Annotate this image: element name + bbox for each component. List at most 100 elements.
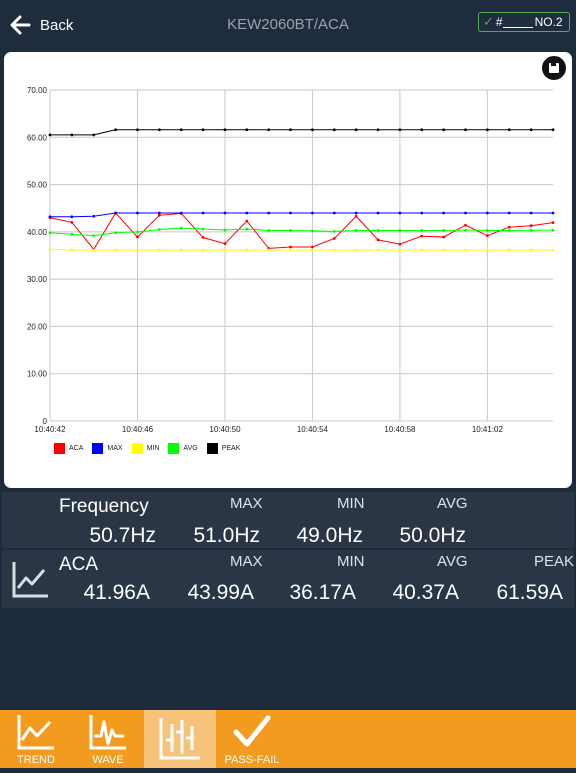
data-point-aca <box>136 235 139 239</box>
aca-max: 43.99A <box>187 581 254 604</box>
data-point-min <box>420 248 424 252</box>
trend-icon <box>17 715 54 750</box>
meter-button[interactable] <box>144 710 216 768</box>
aca-peak: 61.59A <box>496 581 563 604</box>
data-point-aca <box>376 238 380 242</box>
series-line-peak <box>50 129 553 136</box>
data-point-avg <box>464 228 467 232</box>
legend-swatch <box>168 442 180 454</box>
frequency-min-caption: MIN <box>337 495 365 512</box>
save-icon[interactable] <box>542 56 566 80</box>
data-point-peak <box>70 133 74 137</box>
data-point-aca <box>223 242 227 246</box>
pass-fail-button[interactable]: PASS-FAIL <box>216 710 288 768</box>
data-point-peak <box>157 128 161 132</box>
aca-panel: ACA MAX MIN AVG PEAK 41.96A 43.99A 36.17… <box>2 550 574 608</box>
data-point-min <box>464 248 467 252</box>
series-line-min <box>49 248 553 251</box>
aca-value: 41.96A <box>83 581 150 604</box>
data-point-peak <box>114 128 118 132</box>
data-point-max <box>157 211 161 215</box>
trend-chart: 0 10.00 20.00 30.00 40.00 50.00 60.00 70.00 10:4… <box>27 86 555 434</box>
header: Back KEW2060BT/ACA ✓ # NO.2 <box>0 0 576 50</box>
wave-button[interactable]: WAVE <box>72 710 144 768</box>
chart-card: 0 10.00 20.00 30.00 40.00 50.00 60.00 70.00 10:4… <box>4 52 572 488</box>
back-button[interactable]: Back <box>8 12 73 38</box>
data-point-avg <box>136 230 139 234</box>
data-point-avg <box>201 227 205 231</box>
data-point-aca <box>311 245 314 249</box>
check-icon: ✓ <box>483 14 494 29</box>
data-point-aca <box>507 225 511 229</box>
data-point-max <box>92 214 96 218</box>
data-point-max <box>529 211 533 215</box>
data-point-min <box>201 248 205 252</box>
data-point-peak <box>179 128 183 132</box>
data-point-avg <box>485 229 489 232</box>
data-point-max <box>223 211 227 215</box>
data-point-max <box>420 211 424 215</box>
data-point-max <box>179 211 183 215</box>
x-tick-label: 10:40:54 <box>297 425 329 434</box>
data-point-min <box>442 248 446 252</box>
data-point-aca <box>398 242 402 246</box>
data-point-min <box>485 248 489 252</box>
aca-peak-caption: PEAK <box>534 553 575 570</box>
x-tick-label: 10:40:58 <box>384 425 416 434</box>
data-point-avg <box>114 231 118 235</box>
checkmark-icon <box>233 715 271 747</box>
pass-fail-label: PASS-FAIL <box>224 754 280 766</box>
data-point-max <box>442 211 446 215</box>
data-point-aca <box>332 237 336 240</box>
data-point-aca <box>529 224 533 228</box>
data-point-min <box>114 248 118 252</box>
data-point-avg <box>311 229 314 233</box>
data-point-avg <box>289 229 292 232</box>
data-point-peak <box>529 128 533 132</box>
data-point-avg <box>354 229 358 232</box>
data-point-max <box>114 211 118 215</box>
legend-label: MAX <box>107 444 123 452</box>
y-tick-label: 0 <box>43 417 48 426</box>
data-point-peak <box>442 128 446 132</box>
y-tick-label: 60.00 <box>27 133 48 142</box>
data-point-peak <box>223 128 227 132</box>
data-point-min <box>551 248 555 252</box>
data-point-peak <box>332 128 336 132</box>
data-point-min <box>267 248 271 252</box>
x-tick-label: 10:41:02 <box>472 425 504 434</box>
frequency-min: 49.0Hz <box>296 524 363 547</box>
data-point-avg <box>245 227 249 231</box>
data-point-avg <box>398 229 402 232</box>
trend-line-icon <box>12 562 48 598</box>
data-point-avg <box>70 232 74 236</box>
data-point-peak <box>92 133 96 137</box>
data-point-avg <box>223 228 227 232</box>
data-point-avg <box>157 228 161 231</box>
data-point-max <box>245 211 249 215</box>
series-line-max <box>50 212 553 218</box>
device-badge[interactable]: ✓ # NO.2 <box>478 12 570 32</box>
trend-button[interactable]: TREND <box>0 710 72 768</box>
data-point-peak <box>245 128 249 132</box>
y-tick-label: 10.00 <box>27 370 48 379</box>
data-point-min <box>179 248 183 252</box>
legend-item-avg: AVG <box>168 442 198 454</box>
data-point-avg <box>442 229 446 232</box>
aca-avg: 40.37A <box>392 581 459 604</box>
frequency-label: Frequency <box>59 496 149 517</box>
data-point-avg <box>332 229 336 233</box>
trend-label: TREND <box>17 754 55 766</box>
data-point-min <box>157 248 161 252</box>
legend-label: AVG <box>183 444 198 452</box>
data-point-peak <box>311 128 314 132</box>
x-tick-label: 10:40:50 <box>209 425 241 434</box>
data-point-aca <box>245 219 249 223</box>
data-point-avg <box>48 231 52 235</box>
y-tick-label: 50.00 <box>27 181 48 190</box>
frequency-value: 50.7Hz <box>89 524 156 547</box>
data-point-max <box>398 211 402 215</box>
y-tick-label: 30.00 <box>27 275 48 284</box>
data-point-min <box>223 248 227 252</box>
data-point-max <box>485 211 489 215</box>
